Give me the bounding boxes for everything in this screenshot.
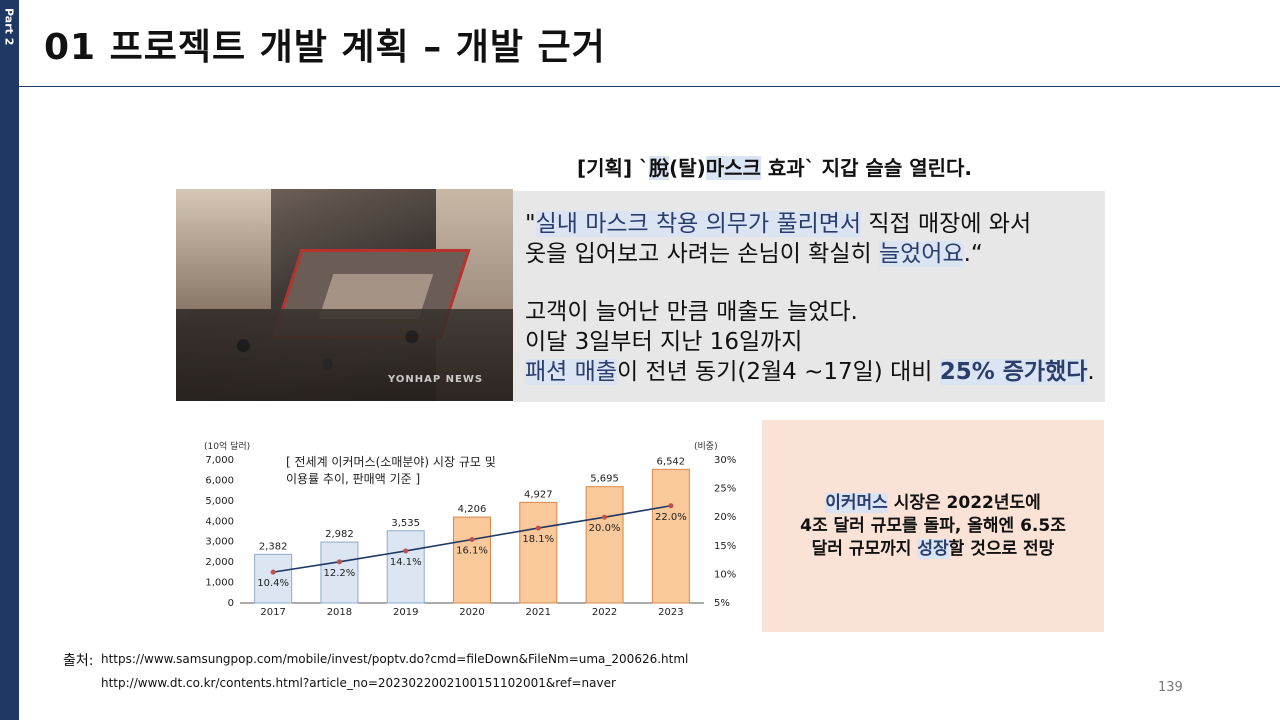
share-point [270,569,276,575]
share-point [535,525,541,531]
share-point [336,559,342,565]
quote-line-1: "실내 마스크 착용 의무가 풀리면서 직접 매장에 와서 [525,211,1032,237]
title-divider [19,86,1280,87]
bar-value-label: 2,982 [325,529,354,540]
summary-line-2: 4조 달러 규모를 돌파, 올해엔 6.5조 [800,515,1066,536]
bar-value-label: 4,927 [524,489,553,500]
bar-2020 [453,516,491,604]
page-title: 01 프로젝트 개발 계획 – 개발 근거 [44,27,606,68]
headline-mid: (탈) [669,156,706,180]
x-tick-label: 2022 [592,607,617,618]
share-point [469,537,475,543]
share-point [602,514,608,520]
bar-2023 [651,468,690,604]
bar-value-label: 4,206 [458,504,487,515]
bar-value-label: 6,542 [657,456,686,467]
part-label: Part 2 [2,8,16,46]
bar-2018 [320,541,359,604]
source-link-1[interactable]: https://www.samsungpop.com/mobile/invest… [101,652,689,666]
y-tick-label: 7,000 [205,455,234,466]
side-bar: Part 2 [0,0,19,720]
share-value-label: 16.1% [456,546,488,557]
x-tick-label: 2018 [327,607,352,618]
summary-line-1: 이커머스 시장은 2022년도에 [825,492,1041,513]
quote-line-5: 패션 매출이 전년 동기(2월4 ~17일) 대비 25% 증가했다. [525,359,1095,385]
share-value-label: 18.1% [522,534,554,545]
ecommerce-chart: (10억 달러) (비중) 0 1,000 2,000 3,000 4,000 5,000 6,… [176,424,746,632]
chart-title-line: [ 전세계 이커머스(소매분야) 시장 규모 및 [286,455,496,469]
headline-highlight-2: 마스크 [705,156,761,180]
bar-2017 [254,553,293,604]
share-value-label: 14.1% [390,557,422,568]
y-tick-label: 6,000 [205,475,234,486]
bar-value-label: 2,382 [259,541,288,552]
quote-box: "실내 마스크 착용 의무가 풀리면서 직접 매장에 와서 옷을 입어보고 사려… [513,191,1105,402]
y2-tick-label: 15% [714,541,736,552]
bar-value-label: 3,535 [391,518,420,529]
quote-line-3: 고객이 늘어난 만큼 매출도 늘었다. [525,299,858,325]
y-tick-label: 1,000 [205,578,234,589]
x-tick-label: 2023 [658,607,683,618]
y2-tick-label: 25% [714,484,736,495]
y2-tick-label: 20% [714,512,736,523]
y-axis-unit-label: (10억 달러) [204,440,250,452]
headline-highlight-1: 脫 [649,156,670,180]
bar-2022 [585,486,624,604]
y-tick-label: 5,000 [205,496,234,507]
share-value-label: 22.0% [655,512,687,523]
share-value-label: 20.0% [589,523,621,534]
source-link-2[interactable]: http://www.dt.co.kr/contents.html?articl… [101,676,616,690]
bar-2021 [519,501,558,604]
summary-box: 이커머스 시장은 2022년도에 4조 달러 규모를 돌파, 올해엔 6.5조 … [762,420,1104,632]
page-number: 139 [1158,680,1183,695]
y-tick-label: 3,000 [205,537,234,548]
chart-title-line: 이용률 추이, 판매액 기준 ] [286,472,420,486]
quote-line-4: 이달 3일부터 지난 16일까지 [525,329,803,355]
share-value-label: 10.4% [257,578,289,589]
summary-line-3: 달러 규모까지 성장할 것으로 전망 [811,538,1055,559]
headline-suffix: 효과` 지갑 슬슬 열린다. [760,156,972,180]
x-tick-label: 2019 [393,607,418,618]
y-tick-label: 4,000 [205,516,234,527]
share-point [403,548,409,554]
store-crowd-photo: YONHAP NEWS [176,189,513,401]
y-tick-label: 0 [228,598,234,609]
y2-tick-label: 5% [714,598,730,609]
y-tick-label: 2,000 [205,557,234,568]
share-value-label: 12.2% [324,568,356,579]
article-headline: [기획] `脫(탈)마스크 효과` 지갑 슬슬 열린다. [577,152,972,181]
x-tick-label: 2017 [260,607,285,618]
x-tick-label: 2020 [459,607,484,618]
y2-tick-label: 10% [714,569,736,580]
source-label: 출처: [63,653,94,669]
y2-tick-label: 30% [714,455,736,466]
bar-2019 [386,530,425,604]
share-point [668,503,674,509]
bar-value-label: 5,695 [590,474,619,485]
photo-watermark: YONHAP NEWS [388,374,484,385]
headline-prefix: [기획] ` [577,156,650,180]
y2-axis-unit-label: (비중) [694,441,718,452]
quote-line-2: 옷을 입어보고 사려는 손님이 확실히 늘었어요.“ [525,241,983,267]
x-tick-label: 2021 [526,607,551,618]
